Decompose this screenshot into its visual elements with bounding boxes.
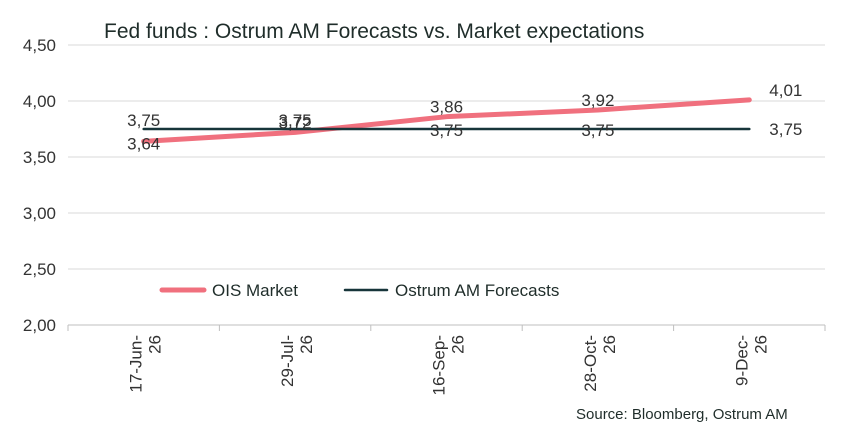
data-label-ois: 4,01 — [769, 81, 802, 100]
data-labels: 3,64 3,72 3,86 3,92 4,01 3,75 3,75 3,75 3,75 3,75 — [127, 81, 802, 153]
y-axis-ticks: 2,00 2,50 3,00 3,50 4,00 4,50 — [23, 36, 56, 335]
legend-label: Ostrum AM Forecasts — [395, 281, 559, 300]
y-tick-label: 4,00 — [23, 92, 56, 111]
data-label-forecast: 3,75 — [769, 120, 802, 139]
x-tick-label-line: 26 — [600, 335, 619, 354]
y-tick-label: 3,50 — [23, 148, 56, 167]
y-tick-label: 3,00 — [23, 204, 56, 223]
x-tick-label: 29-Jul-26 — [278, 335, 316, 387]
gridlines — [67, 44, 826, 331]
x-tick-label-text: 17-Jun-26 — [127, 335, 165, 393]
y-tick-label: 4,50 — [23, 36, 56, 55]
y-tick-label: 2,00 — [23, 316, 56, 335]
data-label-ois: 3,92 — [581, 91, 614, 110]
x-tick-label-line: 17-Jun- — [127, 335, 146, 393]
x-tick-label-text: 9-Dec-26 — [732, 335, 770, 386]
x-axis-ticks: 17-Jun-26 29-Jul-26 16-Sep-26 28-Oct-26 9-De… — [127, 335, 771, 395]
x-tick-label-text: 28-Oct-26 — [581, 335, 619, 392]
x-tick-label: 16-Sep-26 — [430, 335, 468, 395]
x-tick-label-text: 16-Sep-26 — [430, 335, 468, 395]
y-tick-label: 2,50 — [23, 260, 56, 279]
x-tick-label-line: 26 — [297, 335, 316, 354]
x-tick-label-line: 9-Dec- — [732, 335, 751, 386]
data-label-forecast: 3,75 — [127, 111, 160, 130]
x-tick-label: 17-Jun-26 — [127, 335, 165, 393]
data-label-forecast: 3,75 — [430, 121, 463, 140]
data-label-forecast: 3,75 — [581, 121, 614, 140]
source-note: Source: Bloomberg, Ostrum AM — [576, 406, 788, 423]
x-tick-label-text: 29-Jul-26 — [278, 335, 316, 387]
data-label-forecast: 3,75 — [279, 111, 312, 130]
x-tick-label-line: 26 — [751, 335, 770, 354]
x-tick-label-line: 26 — [449, 335, 468, 354]
x-tick-label-line: 26 — [146, 335, 165, 354]
x-tick-label: 28-Oct-26 — [581, 335, 619, 392]
data-label-ois: 3,72 — [279, 113, 312, 132]
data-label-ois: 3,86 — [430, 98, 463, 117]
data-label-ois: 3,64 — [127, 134, 160, 153]
legend: OIS Market Ostrum AM Forecasts — [159, 281, 559, 300]
series-lines — [141, 97, 752, 144]
x-tick-label-line: 29-Jul- — [278, 335, 297, 387]
legend-label: OIS Market — [212, 281, 298, 300]
x-tick-label-line: 16-Sep- — [430, 335, 449, 395]
chart-title: Fed funds : Ostrum AM Forecasts vs. Mark… — [104, 20, 644, 43]
series-line-ois-market — [141, 97, 752, 144]
x-tick-label-line: 28-Oct- — [581, 335, 600, 392]
x-tick-label: 9-Dec-26 — [732, 335, 770, 386]
